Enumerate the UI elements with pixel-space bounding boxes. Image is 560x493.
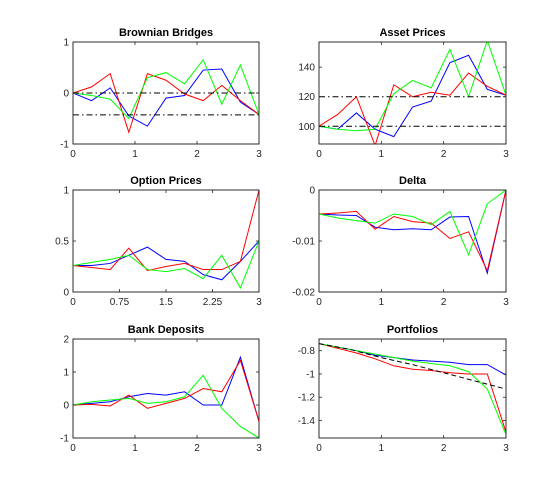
bank-deposits-axes-box xyxy=(72,338,260,439)
asset-prices-ytick-label: 140 xyxy=(298,63,315,74)
option-prices-panel: 0 0.75 1.5 2.25 3 0 0.5 1 Option Prices xyxy=(55,175,262,308)
asset-prices-xtick-label: 2 xyxy=(441,149,447,160)
option-prices-ytick-label: 1 xyxy=(63,186,69,197)
delta-xtick-label: 1 xyxy=(379,297,385,308)
delta-axes-box xyxy=(318,189,507,293)
asset-prices-xtick-label: 3 xyxy=(503,149,509,160)
brownian-bridges-ytick-label: 0 xyxy=(63,89,69,100)
bank-deposits-series-2 xyxy=(73,359,259,422)
option-prices-ytick-label: 0.5 xyxy=(55,237,69,248)
portfolios-xtick-label: 3 xyxy=(503,443,509,454)
option-prices-series-1 xyxy=(73,240,259,281)
bank-deposits-xtick-label: 0 xyxy=(70,443,76,454)
portfolios-series-4 xyxy=(319,343,506,390)
bank-deposits-series-3 xyxy=(73,374,259,438)
brownian-bridges-xtick-label: 1 xyxy=(132,149,138,160)
asset-prices-ytick-label: 100 xyxy=(298,122,315,133)
bank-deposits-xtick-label: 3 xyxy=(256,443,262,454)
bank-deposits-xtick-label: 1 xyxy=(132,443,138,454)
portfolios-series-2 xyxy=(319,343,506,433)
asset-prices-series-1 xyxy=(319,54,506,138)
option-prices-xtick-label: 0.75 xyxy=(110,297,130,308)
brownian-bridges-xtick-label: 0 xyxy=(70,149,76,160)
portfolios-xtick-label: 1 xyxy=(379,443,385,454)
portfolios-axes-box xyxy=(318,338,507,439)
asset-prices-panel: 0 1 2 3 100 120 140 Asset Prices xyxy=(298,27,509,160)
bank-deposits-ytick-label: -1 xyxy=(60,434,69,445)
asset-prices-axes-box xyxy=(318,41,507,145)
bank-deposits-series-1 xyxy=(73,355,259,422)
brownian-bridges-title: Brownian Bridges xyxy=(119,27,213,39)
portfolios-series-3 xyxy=(319,343,506,435)
option-prices-xtick-label: 2.25 xyxy=(203,297,223,308)
option-prices-series-3 xyxy=(73,240,259,290)
delta-title: Delta xyxy=(399,175,427,187)
asset-prices-title: Asset Prices xyxy=(379,27,445,39)
brownian-bridges-xtick-label: 3 xyxy=(256,149,262,160)
bank-deposits-ytick-label: 1 xyxy=(63,368,69,379)
delta-ytick-label: -0.01 xyxy=(292,237,315,248)
brownian-bridges-ytick-label: -1 xyxy=(60,140,69,151)
delta-ytick-label: -0.02 xyxy=(292,288,315,299)
portfolios-title: Portfolios xyxy=(387,324,438,336)
asset-prices-xtick-label: 1 xyxy=(379,149,385,160)
brownian-bridges-xtick-label: 2 xyxy=(194,149,200,160)
portfolios-ytick-label: -0.8 xyxy=(298,346,316,357)
delta-ytick-label: 0 xyxy=(309,186,315,197)
portfolios-xtick-label: 0 xyxy=(316,443,322,454)
option-prices-ytick-label: 0 xyxy=(63,288,69,299)
delta-series-1 xyxy=(319,190,506,276)
brownian-bridges-ytick-label: 1 xyxy=(63,38,69,49)
asset-prices-xtick-label: 0 xyxy=(316,149,322,160)
portfolios-ytick-label: -1.2 xyxy=(298,393,316,404)
delta-series-2 xyxy=(319,190,506,273)
bank-deposits-title: Bank Deposits xyxy=(128,324,204,336)
brownian-bridges-series-3 xyxy=(73,58,259,120)
portfolios-ytick-label: -1 xyxy=(306,369,315,380)
bank-deposits-ytick-label: 2 xyxy=(63,335,69,346)
option-prices-title: Option Prices xyxy=(130,175,202,187)
delta-series-3 xyxy=(319,190,506,257)
asset-prices-series-3 xyxy=(319,42,506,132)
asset-prices-ytick-label: 120 xyxy=(298,92,315,103)
portfolios-panel: 0 1 2 3 -1.4 -1.2 -1 -0.8 Portfolios xyxy=(298,324,509,454)
delta-xtick-label: 0 xyxy=(316,297,322,308)
bank-deposits-xtick-label: 2 xyxy=(194,443,200,454)
delta-panel: 0 1 2 3 -0.02 -0.01 0 Delta xyxy=(292,175,509,308)
portfolios-ytick-label: -1.4 xyxy=(298,416,316,427)
option-prices-xtick-label: 0 xyxy=(70,297,76,308)
brownian-bridges-series-1 xyxy=(73,68,259,127)
delta-xtick-label: 2 xyxy=(441,297,447,308)
option-prices-axes-box xyxy=(72,189,260,293)
delta-xtick-label: 3 xyxy=(503,297,509,308)
option-prices-xtick-label: 1.5 xyxy=(159,297,173,308)
option-prices-xtick-label: 3 xyxy=(256,297,262,308)
portfolios-xtick-label: 2 xyxy=(441,443,447,454)
bank-deposits-ytick-label: 0 xyxy=(63,401,69,412)
